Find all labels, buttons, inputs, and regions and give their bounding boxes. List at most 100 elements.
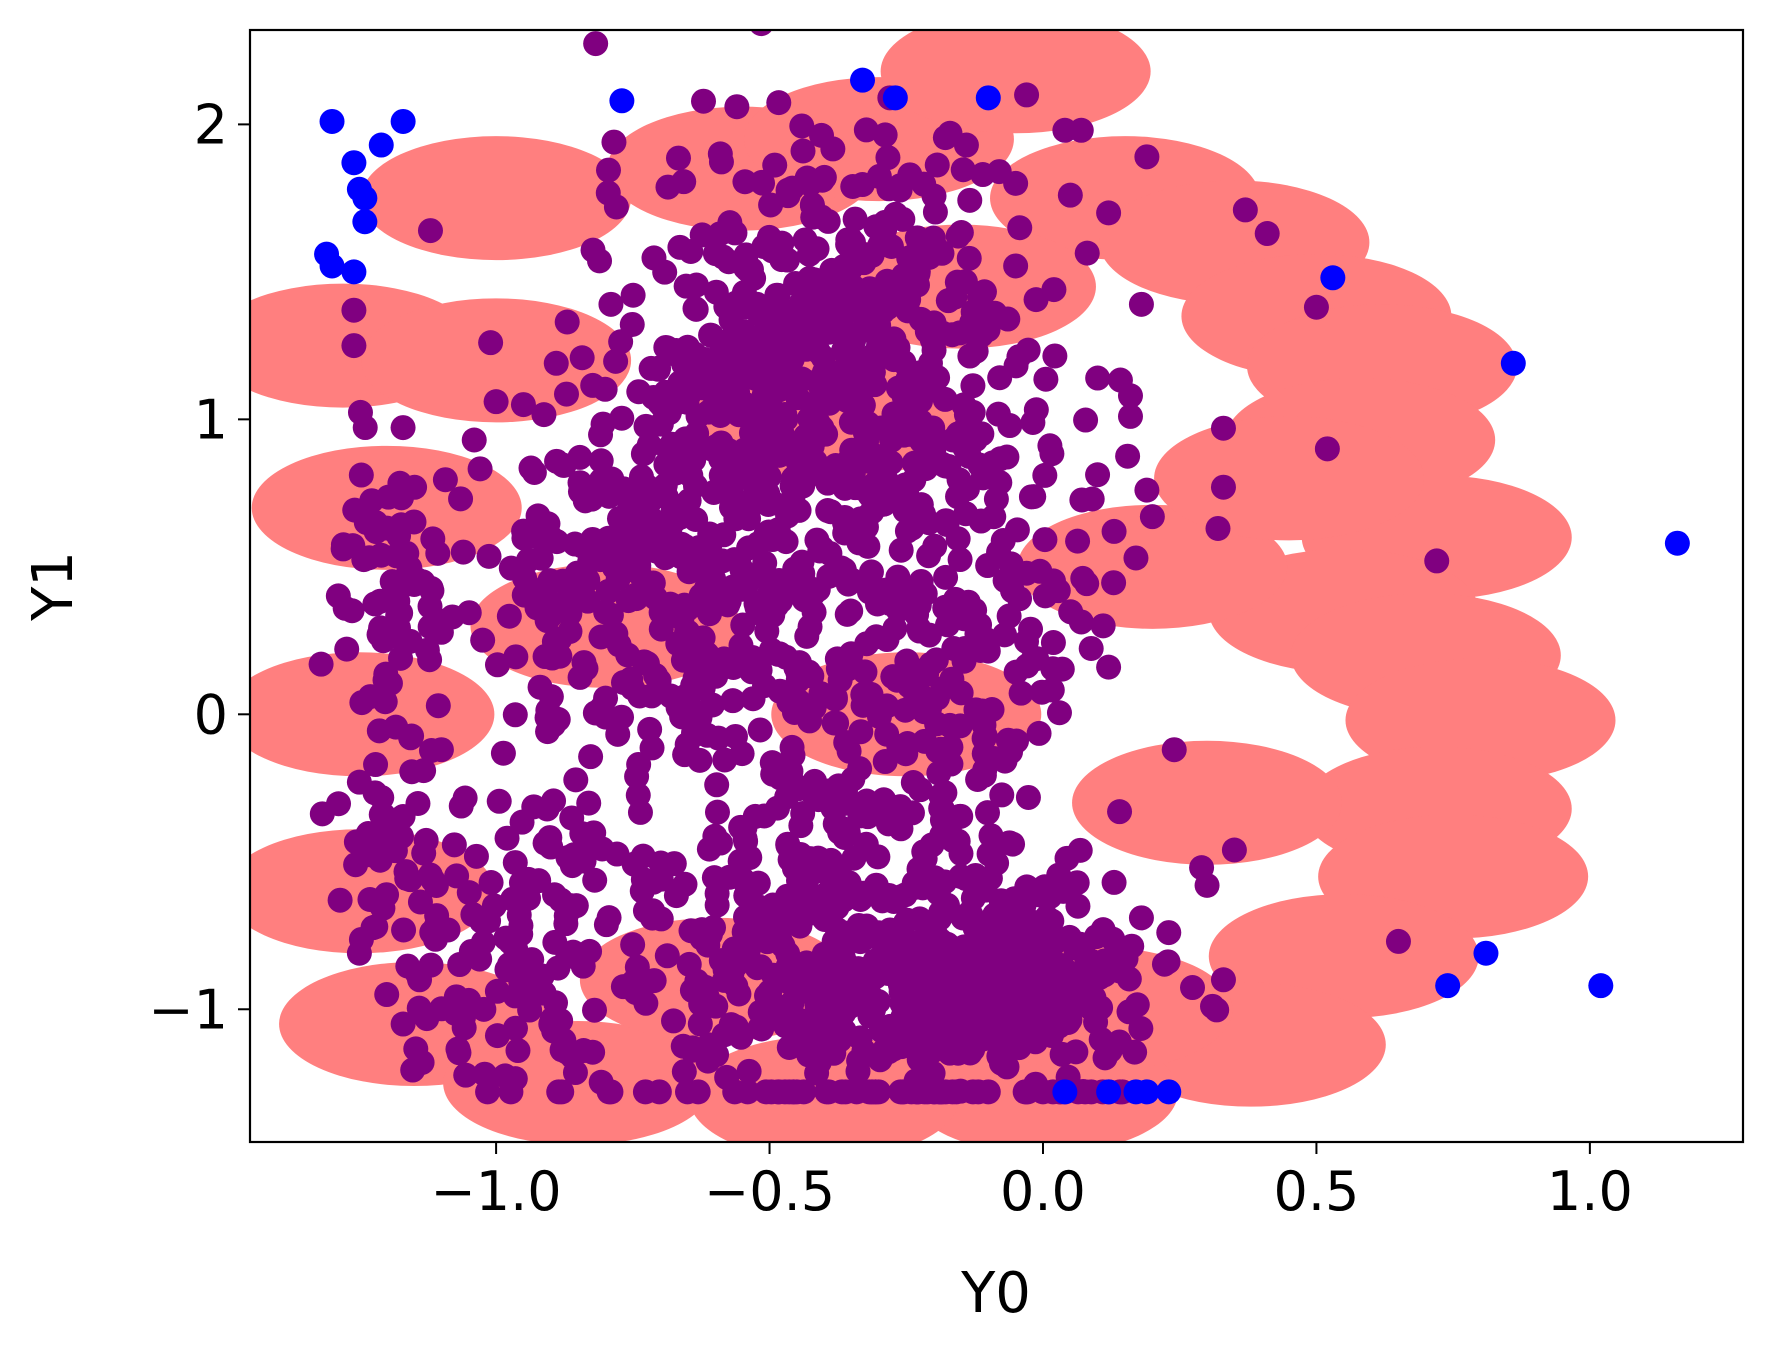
data-point bbox=[856, 981, 882, 1007]
data-point bbox=[747, 717, 773, 743]
data-point bbox=[895, 379, 921, 405]
data-point bbox=[781, 958, 807, 984]
data-point bbox=[894, 648, 920, 674]
data-point bbox=[758, 192, 784, 218]
data-point bbox=[661, 1008, 687, 1034]
data-point bbox=[543, 350, 569, 376]
data-point bbox=[599, 546, 625, 572]
data-point bbox=[1078, 635, 1104, 661]
data-point bbox=[639, 735, 665, 761]
data-point bbox=[914, 661, 940, 687]
data-point bbox=[1040, 568, 1066, 594]
data-point bbox=[619, 675, 645, 701]
data-point bbox=[707, 221, 733, 247]
data-point bbox=[849, 172, 875, 198]
data-point bbox=[970, 465, 996, 491]
data-point bbox=[888, 537, 914, 563]
data-point bbox=[494, 957, 520, 983]
data-point bbox=[642, 585, 668, 611]
data-point bbox=[776, 1034, 802, 1060]
data-point bbox=[723, 952, 749, 978]
data-point bbox=[916, 543, 942, 569]
data-point bbox=[1435, 973, 1461, 999]
data-point bbox=[498, 1079, 524, 1105]
data-point bbox=[786, 688, 812, 714]
data-point bbox=[707, 141, 733, 167]
data-point bbox=[593, 599, 619, 625]
data-point bbox=[762, 152, 788, 178]
data-point bbox=[595, 157, 621, 183]
data-point bbox=[832, 504, 858, 530]
data-point bbox=[846, 1048, 872, 1074]
data-point bbox=[1314, 436, 1340, 462]
data-point bbox=[816, 319, 842, 345]
data-point bbox=[805, 845, 831, 871]
data-point bbox=[1107, 799, 1133, 825]
data-point bbox=[598, 291, 624, 317]
data-point bbox=[1194, 872, 1220, 898]
data-point bbox=[1134, 144, 1160, 170]
data-point bbox=[506, 902, 532, 928]
data-point bbox=[704, 892, 730, 918]
data-point bbox=[1042, 343, 1068, 369]
data-point bbox=[379, 569, 405, 595]
data-point bbox=[982, 300, 1008, 326]
data-point bbox=[357, 886, 383, 912]
data-point bbox=[807, 1025, 833, 1051]
data-point bbox=[467, 946, 493, 972]
data-point bbox=[1003, 659, 1029, 685]
data-point bbox=[435, 917, 461, 943]
data-point bbox=[704, 799, 730, 825]
data-point bbox=[393, 859, 419, 885]
data-point bbox=[945, 977, 971, 1003]
data-point bbox=[801, 954, 827, 980]
data-point bbox=[532, 830, 558, 856]
data-point bbox=[534, 796, 560, 822]
data-point bbox=[1101, 869, 1127, 895]
data-point bbox=[1068, 987, 1094, 1013]
data-point bbox=[425, 693, 451, 719]
data-point bbox=[1039, 677, 1065, 703]
data-point bbox=[969, 421, 995, 447]
data-point bbox=[1033, 366, 1059, 392]
data-point bbox=[391, 917, 417, 943]
data-point bbox=[620, 932, 646, 958]
data-point bbox=[821, 928, 847, 954]
data-point bbox=[922, 199, 948, 225]
data-point bbox=[615, 485, 641, 511]
data-point bbox=[921, 1079, 947, 1105]
data-point bbox=[703, 279, 729, 305]
data-point bbox=[790, 138, 816, 164]
data-point bbox=[811, 360, 837, 386]
data-point bbox=[1014, 628, 1040, 654]
data-point bbox=[1588, 973, 1614, 999]
data-point bbox=[609, 405, 635, 431]
data-point bbox=[834, 450, 860, 476]
data-point bbox=[467, 456, 493, 482]
data-point bbox=[601, 129, 627, 155]
data-point bbox=[951, 648, 977, 674]
data-point bbox=[797, 614, 823, 640]
data-point bbox=[892, 697, 918, 723]
data-point bbox=[590, 479, 616, 505]
data-point bbox=[533, 574, 559, 600]
data-point bbox=[348, 462, 374, 488]
data-point bbox=[963, 338, 989, 364]
data-point bbox=[994, 1054, 1020, 1080]
data-point bbox=[1057, 182, 1083, 208]
data-point bbox=[922, 922, 948, 948]
data-point bbox=[850, 67, 876, 93]
data-point bbox=[847, 756, 873, 782]
data-point bbox=[924, 152, 950, 178]
data-point bbox=[752, 673, 778, 699]
plot-frame bbox=[248, 28, 1745, 1144]
data-point bbox=[407, 967, 433, 993]
data-point bbox=[675, 1079, 701, 1105]
data-point bbox=[673, 273, 699, 299]
data-point bbox=[428, 737, 454, 763]
data-point bbox=[1070, 565, 1096, 591]
data-point bbox=[1007, 215, 1033, 241]
data-point bbox=[963, 697, 989, 723]
data-point bbox=[735, 1079, 761, 1105]
data-point bbox=[1106, 1029, 1132, 1055]
